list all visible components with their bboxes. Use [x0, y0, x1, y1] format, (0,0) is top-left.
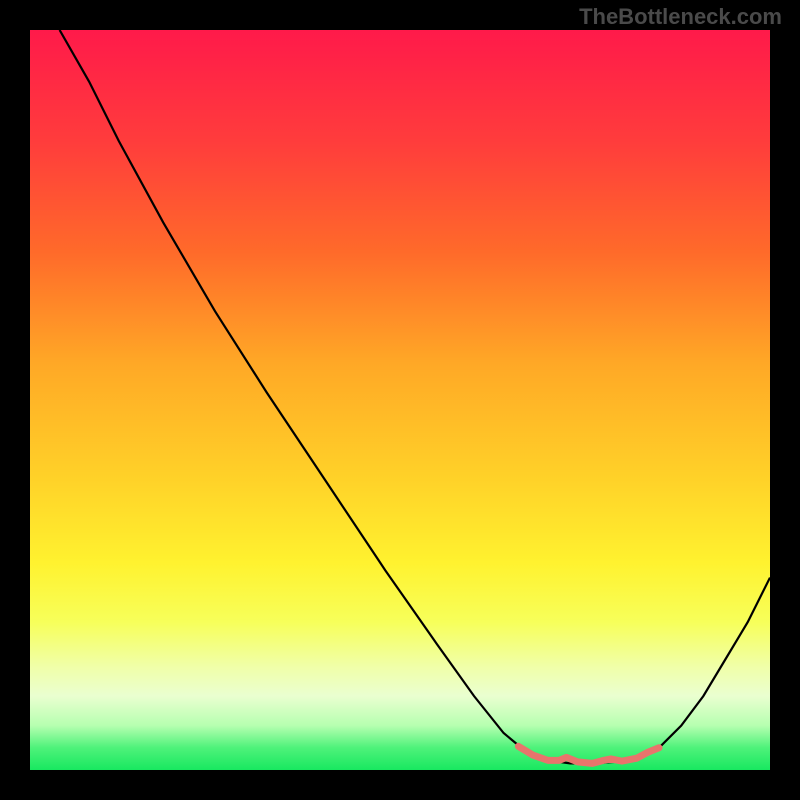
- chart-plot-area: [30, 30, 770, 770]
- chart-svg: [30, 30, 770, 770]
- watermark-text: TheBottleneck.com: [579, 4, 782, 30]
- chart-background: [30, 30, 770, 770]
